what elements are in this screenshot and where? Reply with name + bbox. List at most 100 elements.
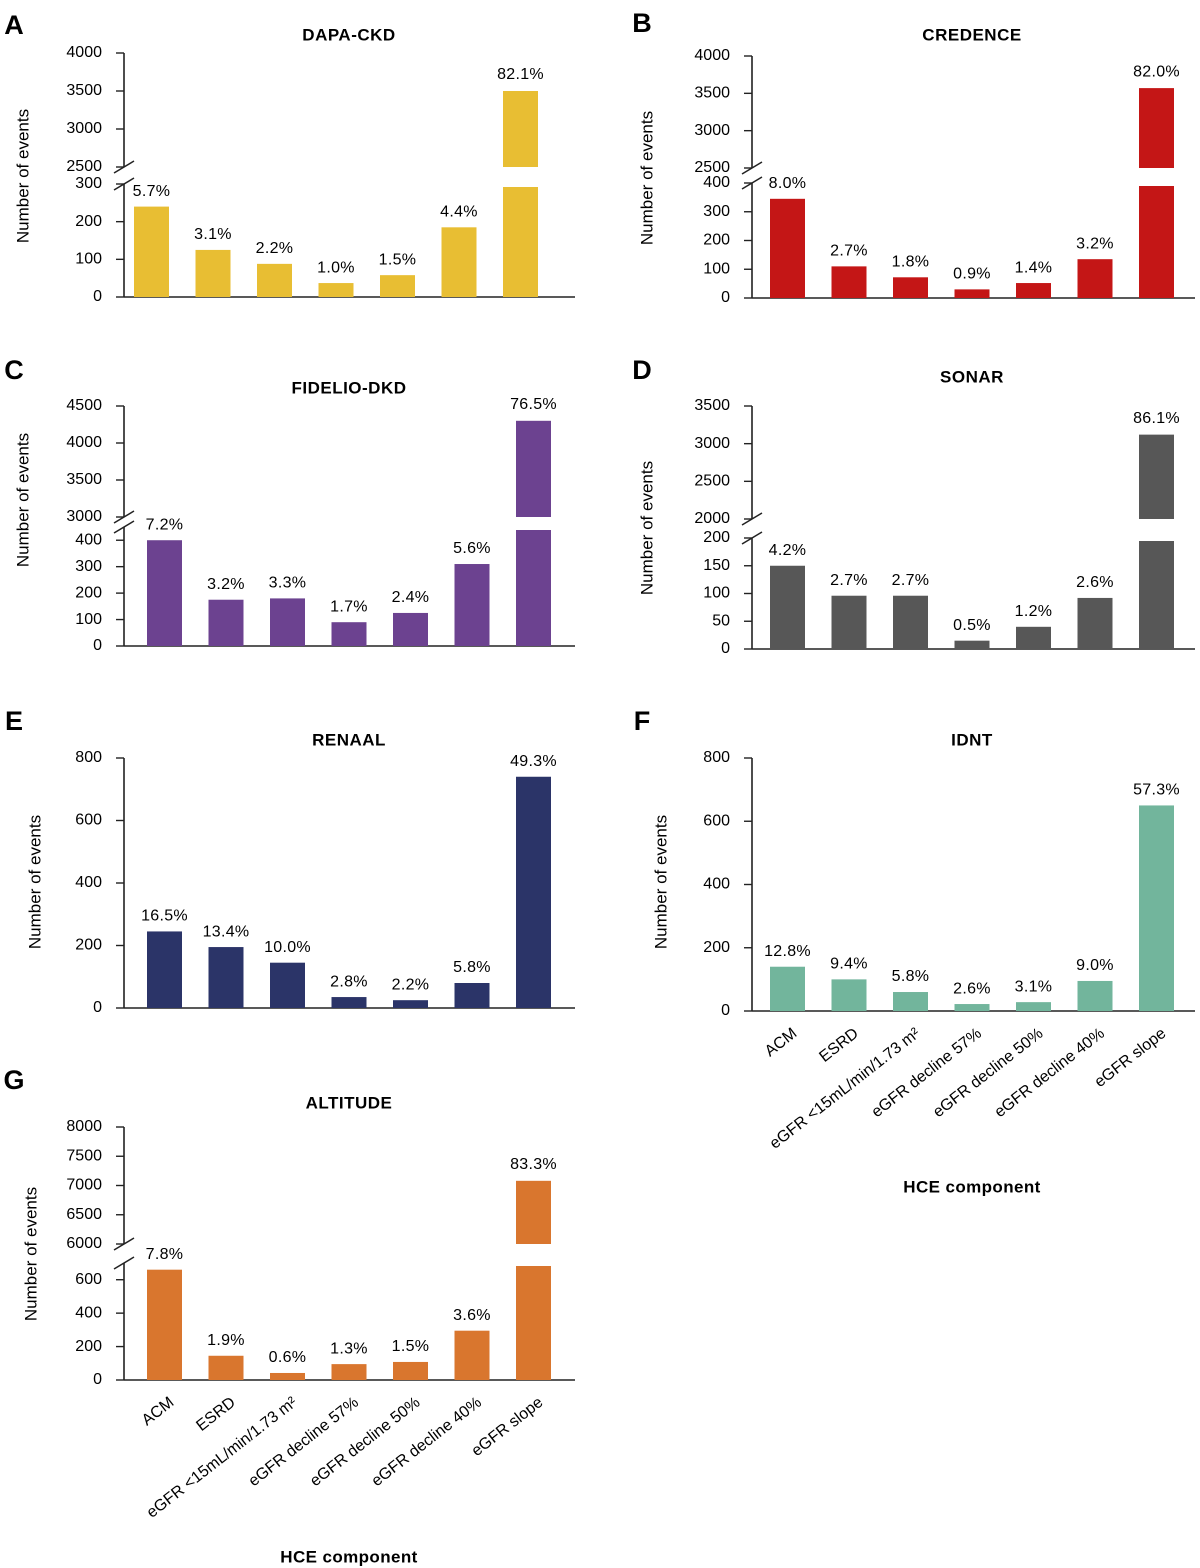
bar-data-label: 2.6% <box>1076 574 1114 591</box>
y-axis-label: Number of events <box>13 109 32 243</box>
y-tick-label: 150 <box>703 557 730 574</box>
panel-d: D SONAR Number of events 0 50 100 150 200 2000 25… <box>632 355 1195 657</box>
bar-upper-segment <box>1139 88 1174 168</box>
bar-data-label: 7.2% <box>146 516 184 533</box>
y-tick-label: 300 <box>75 175 102 192</box>
bar-data-label: 3.2% <box>207 576 245 593</box>
bar <box>1016 626 1051 649</box>
y-tick-label: 200 <box>75 937 102 954</box>
x-category-label: eGFR decline 57% <box>246 1394 362 1490</box>
y-tick-label: 50 <box>712 612 730 629</box>
y-tick-label: 7500 <box>66 1147 102 1164</box>
bar <box>1016 1002 1051 1011</box>
y-tick-label: 3000 <box>694 122 730 139</box>
bar <box>208 599 244 646</box>
bar <box>516 776 551 1008</box>
x-category-label: eGFR decline 50% <box>930 1025 1046 1121</box>
bar-upper-segment <box>503 91 538 167</box>
y-tick-label: 400 <box>703 174 730 191</box>
y-tick-label: 400 <box>703 876 730 893</box>
y-tick-label: 3500 <box>694 397 730 414</box>
bar-data-label: 2.8% <box>330 973 368 990</box>
y-tick-label: 0 <box>93 1371 102 1388</box>
y-tick-label: 400 <box>75 531 102 548</box>
bar-data-label: 2.7% <box>830 572 868 589</box>
bar-data-label: 2.4% <box>392 589 430 606</box>
x-category-label: eGFR decline 57% <box>869 1025 985 1121</box>
bar-lower-segment <box>516 530 551 646</box>
y-tick-label: 200 <box>75 1338 102 1355</box>
bar-data-label: 5.6% <box>453 540 491 557</box>
bar <box>393 1000 428 1008</box>
y-tick-label: 4500 <box>66 397 102 414</box>
panel-b: B CREDENCE Number of events 0 100 200 300 40025… <box>632 8 1195 306</box>
bar <box>208 947 244 1008</box>
bar <box>270 598 305 646</box>
bar-data-label: 9.4% <box>830 956 868 973</box>
y-tick-label: 200 <box>75 213 102 230</box>
bar <box>147 931 182 1008</box>
y-tick-label: 300 <box>75 558 102 575</box>
y-tick-label: 600 <box>75 1271 102 1288</box>
bar <box>454 1330 490 1380</box>
bar-data-label: 2.7% <box>892 572 930 589</box>
bar-data-label: 4.4% <box>440 204 478 221</box>
bar <box>208 1355 244 1380</box>
x-category-label: ACM <box>139 1394 177 1429</box>
panel-title: SONAR <box>940 367 1004 386</box>
x-category-label: ESRD <box>816 1025 861 1066</box>
y-tick-label: 3500 <box>66 82 102 99</box>
x-category-label: eGFR decline 40% <box>369 1394 485 1490</box>
bar-lower-segment <box>1139 186 1174 298</box>
y-tick-label: 2500 <box>694 159 730 176</box>
bar-data-label: 1.7% <box>330 598 368 615</box>
panel-title: FIDELIO-DKD <box>291 378 406 397</box>
panel-title: ALTITUDE <box>306 1093 393 1112</box>
y-tick-label: 6500 <box>66 1206 102 1223</box>
bar <box>831 266 867 298</box>
y-tick-label: 0 <box>93 637 102 654</box>
y-tick-label: 8000 <box>66 1118 102 1135</box>
bar <box>770 565 805 649</box>
y-tick-label: 200 <box>703 529 730 546</box>
bar-data-label: 49.3% <box>510 753 557 770</box>
bar <box>195 249 231 297</box>
bar-data-label: 0.5% <box>953 617 991 634</box>
bar-data-label: 10.0% <box>264 939 311 956</box>
bar <box>954 640 990 649</box>
panel-c: C FIDELIO-DKD Number of events 0 100 200 300 40… <box>4 355 575 654</box>
y-axis-label: Number of events <box>25 815 44 949</box>
y-tick-label: 0 <box>93 288 102 305</box>
y-axis-label: Number of events <box>651 815 670 949</box>
y-tick-label: 400 <box>75 874 102 891</box>
bar-data-label: 1.5% <box>392 1338 430 1355</box>
bar <box>954 289 990 298</box>
y-tick-label: 200 <box>703 232 730 249</box>
bar <box>893 992 928 1011</box>
y-tick-label: 4000 <box>66 434 102 451</box>
bar <box>831 595 867 649</box>
bar-data-label: 3.2% <box>1076 235 1114 252</box>
bar <box>1077 980 1113 1011</box>
y-tick-label: 4000 <box>694 47 730 64</box>
x-axis-label: HCE component <box>280 1547 417 1566</box>
y-tick-label: 3500 <box>694 85 730 102</box>
panel-letter: D <box>632 355 652 385</box>
bar-data-label: 2.7% <box>830 243 868 260</box>
bar-data-label: 86.1% <box>1133 410 1180 427</box>
bar-lower-segment <box>1139 541 1174 649</box>
panel-title: CREDENCE <box>922 25 1021 44</box>
axis-break-mark <box>113 520 135 534</box>
y-tick-label: 200 <box>75 584 102 601</box>
y-tick-label: 0 <box>93 999 102 1016</box>
y-tick-label: 6000 <box>66 1235 102 1252</box>
bar-data-label: 3.1% <box>1015 978 1053 995</box>
panel-e: E RENAAL Number of events 0 200 400 600 800 16.5… <box>5 706 575 1016</box>
bar <box>1077 597 1113 649</box>
panel-g: G ALTITUDE Number of events 0 200 400 600 6000 6… <box>3 1065 575 1566</box>
bar <box>893 277 928 298</box>
y-tick-label: 3000 <box>694 435 730 452</box>
bar <box>454 564 490 646</box>
bar-data-label: 5.8% <box>453 959 491 976</box>
